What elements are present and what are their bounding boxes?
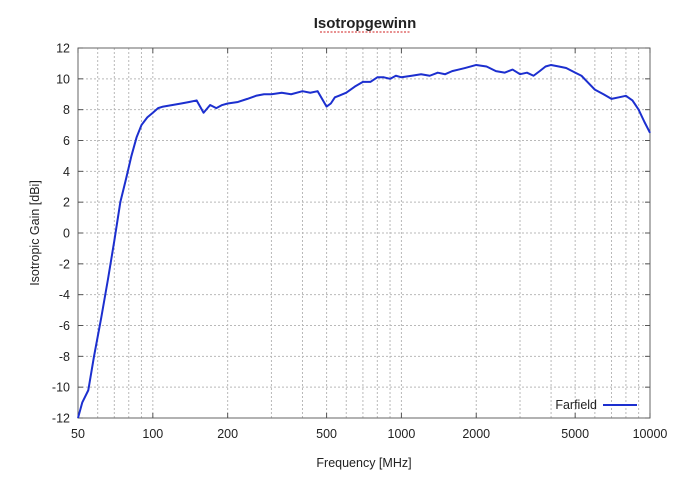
series-line-farfield: [77, 63, 651, 419]
x-axis-label: Frequency [MHz]: [316, 456, 411, 470]
y-axis-label: Isotropic Gain [dBi]: [28, 180, 42, 286]
y-tick-label: -2: [59, 257, 70, 271]
y-tick-label: 0: [63, 227, 70, 241]
x-tick-label: 200: [217, 427, 238, 441]
chart-title: Isotropgewinn: [314, 15, 417, 32]
x-tick-label: 10000: [633, 427, 668, 441]
y-tick-label: -8: [59, 350, 70, 364]
x-tick-label: 500: [316, 427, 337, 441]
y-tick-label: 8: [63, 103, 70, 117]
y-tick-label: -6: [59, 319, 70, 333]
x-axis-ticks: 50 100 200 500 1000 2000 5000 10000: [71, 48, 667, 441]
grid: [78, 48, 650, 418]
x-tick-label: 100: [142, 427, 163, 441]
x-tick-label: 50: [71, 427, 85, 441]
y-tick-label: 2: [63, 196, 70, 210]
y-tick-label: 6: [63, 134, 70, 148]
legend-label-farfield: Farfield: [555, 398, 597, 412]
y-tick-label: -4: [59, 288, 70, 302]
x-tick-label: 2000: [462, 427, 490, 441]
y-tick-label: -12: [52, 412, 70, 426]
x-tick-label: 1000: [388, 427, 416, 441]
legend: Farfield: [555, 398, 637, 412]
y-axis-ticks: -12 -10 -8 -6 -4 -2 0 2 4 6 8 10 12: [52, 42, 650, 426]
y-tick-label: 10: [56, 72, 70, 86]
x-tick-label: 5000: [561, 427, 589, 441]
series-layer: [77, 63, 651, 419]
y-tick-label: 4: [63, 165, 70, 179]
y-tick-label: 12: [56, 42, 70, 56]
y-tick-label: -10: [52, 381, 70, 395]
